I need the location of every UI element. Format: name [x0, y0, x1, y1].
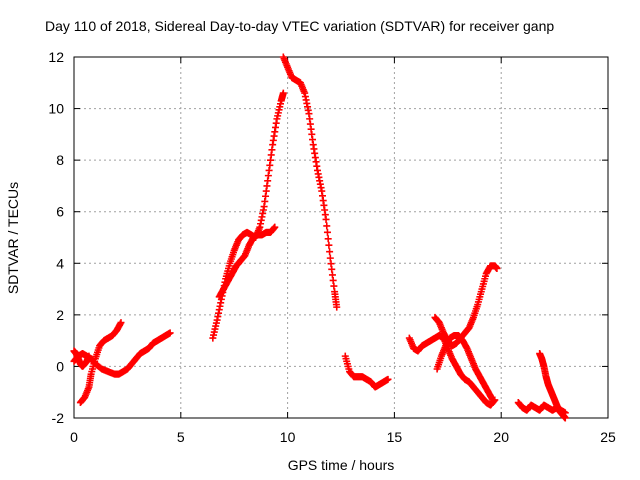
y-tick-label: 4 — [56, 255, 64, 271]
y-tick-label: 10 — [48, 101, 64, 117]
data-point — [384, 375, 392, 383]
x-tick-label: 15 — [387, 429, 403, 445]
data-point — [323, 222, 331, 230]
plot-frame — [73, 56, 609, 419]
data-point — [117, 319, 125, 327]
data-point — [561, 414, 569, 422]
data-point — [85, 352, 93, 360]
series-seg-night-1 — [514, 399, 569, 417]
data-point — [489, 396, 497, 404]
data-point — [322, 215, 330, 223]
y-axis-label: SDTVAR / TECUs — [5, 182, 21, 294]
grid-lines — [74, 57, 608, 418]
series-seg-afternoon — [341, 352, 392, 391]
data-point — [493, 264, 501, 272]
series-seg-evening-2 — [431, 262, 501, 350]
x-axis-label: GPS time / hours — [288, 457, 395, 473]
data-point — [333, 303, 341, 311]
series-seg-early-3 — [70, 347, 93, 370]
series-seg-mid-cross — [215, 223, 279, 301]
x-tick-label: 5 — [177, 429, 185, 445]
y-axis-ticks: -2 0 2 4 6 8 10 12 — [48, 49, 608, 426]
y-tick-label: 6 — [56, 204, 64, 220]
x-tick-label: 20 — [493, 429, 509, 445]
x-tick-label: 25 — [600, 429, 616, 445]
x-tick-label: 0 — [70, 429, 78, 445]
y-tick-label: 8 — [56, 152, 64, 168]
x-tick-label: 10 — [280, 429, 296, 445]
x-axis-ticks: 0 5 10 15 20 25 — [70, 57, 616, 445]
series-seg-night-2 — [536, 350, 569, 422]
y-tick-label: 2 — [56, 307, 64, 323]
y-tick-label: 0 — [56, 358, 64, 374]
data-point — [166, 329, 174, 337]
y-tick-label: -2 — [52, 410, 65, 426]
series-seg-early-2 — [76, 319, 125, 407]
data-point — [324, 235, 332, 243]
data-point — [279, 89, 287, 97]
series-seg-evening-1 — [405, 331, 499, 409]
y-tick-label: 12 — [48, 49, 64, 65]
series-seg-mid-rise — [209, 89, 287, 342]
data-point — [323, 228, 331, 236]
data-point — [325, 241, 333, 249]
series-seg-evening-3 — [433, 331, 497, 404]
chart-title: Day 110 of 2018, Sidereal Day-to-day VTE… — [45, 18, 554, 34]
series-seg-peak — [279, 53, 341, 311]
data-point — [326, 248, 334, 256]
data-point — [271, 223, 279, 231]
data-points — [70, 53, 569, 422]
series-seg-early-1 — [70, 329, 174, 378]
